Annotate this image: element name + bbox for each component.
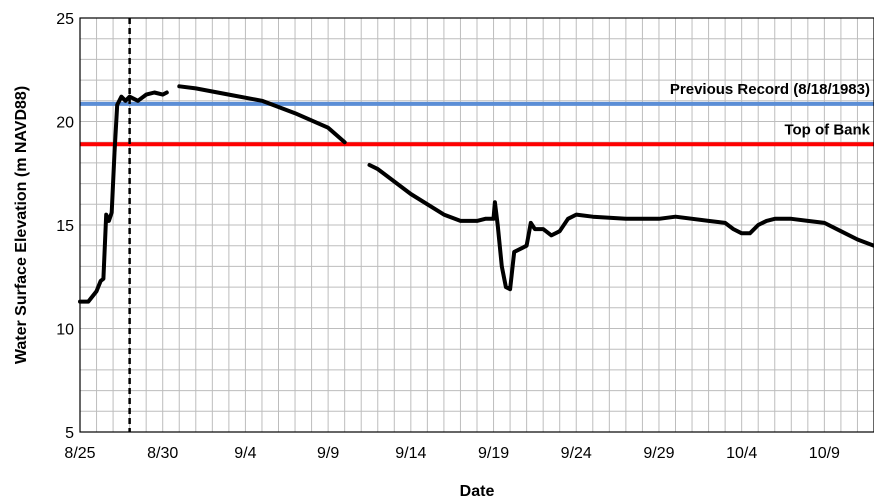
series-group (78, 84, 874, 304)
y-tick-label: 15 (56, 218, 74, 235)
x-tick-label: 10/9 (809, 445, 840, 462)
y-tick-label: 5 (65, 425, 74, 442)
y-axis-title: Water Surface Elevation (m NAVD88) (13, 86, 30, 364)
x-tick-label: 9/4 (234, 445, 256, 462)
plot-frame (79, 17, 874, 433)
y-tick-label: 25 (56, 11, 74, 28)
x-tick-label: 9/24 (561, 445, 592, 462)
reference-lines (80, 101, 874, 147)
x-tick-labels: 8/25 8/30 9/4 9/9 9/14 9/19 9/24 9/29 10/4 10/9 (64, 445, 840, 462)
x-axis-title: Date (460, 483, 495, 500)
y-tick-label: 20 (56, 115, 74, 132)
reference-line-label: Previous Record (8/18/1983) (670, 81, 870, 98)
x-tick-label: 9/29 (643, 445, 674, 462)
reference-line-label: Top of Bank (784, 121, 870, 138)
series-line-segment (78, 90, 169, 304)
series-line-segment (177, 84, 347, 145)
x-tick-label: 8/25 (64, 445, 95, 462)
x-tick-label: 10/4 (726, 445, 757, 462)
y-tick-labels: 5 10 15 20 25 (56, 11, 74, 442)
x-tick-label: 8/30 (147, 445, 178, 462)
x-tick-label: 9/14 (395, 445, 426, 462)
x-tick-label: 9/19 (478, 445, 509, 462)
reference-labels: Previous Record (8/18/1983) Top of Bank (670, 81, 871, 138)
y-tick-label: 10 (56, 322, 74, 339)
gridlines (79, 17, 874, 433)
series-line-segment (367, 163, 874, 292)
x-tick-label: 9/9 (317, 445, 339, 462)
